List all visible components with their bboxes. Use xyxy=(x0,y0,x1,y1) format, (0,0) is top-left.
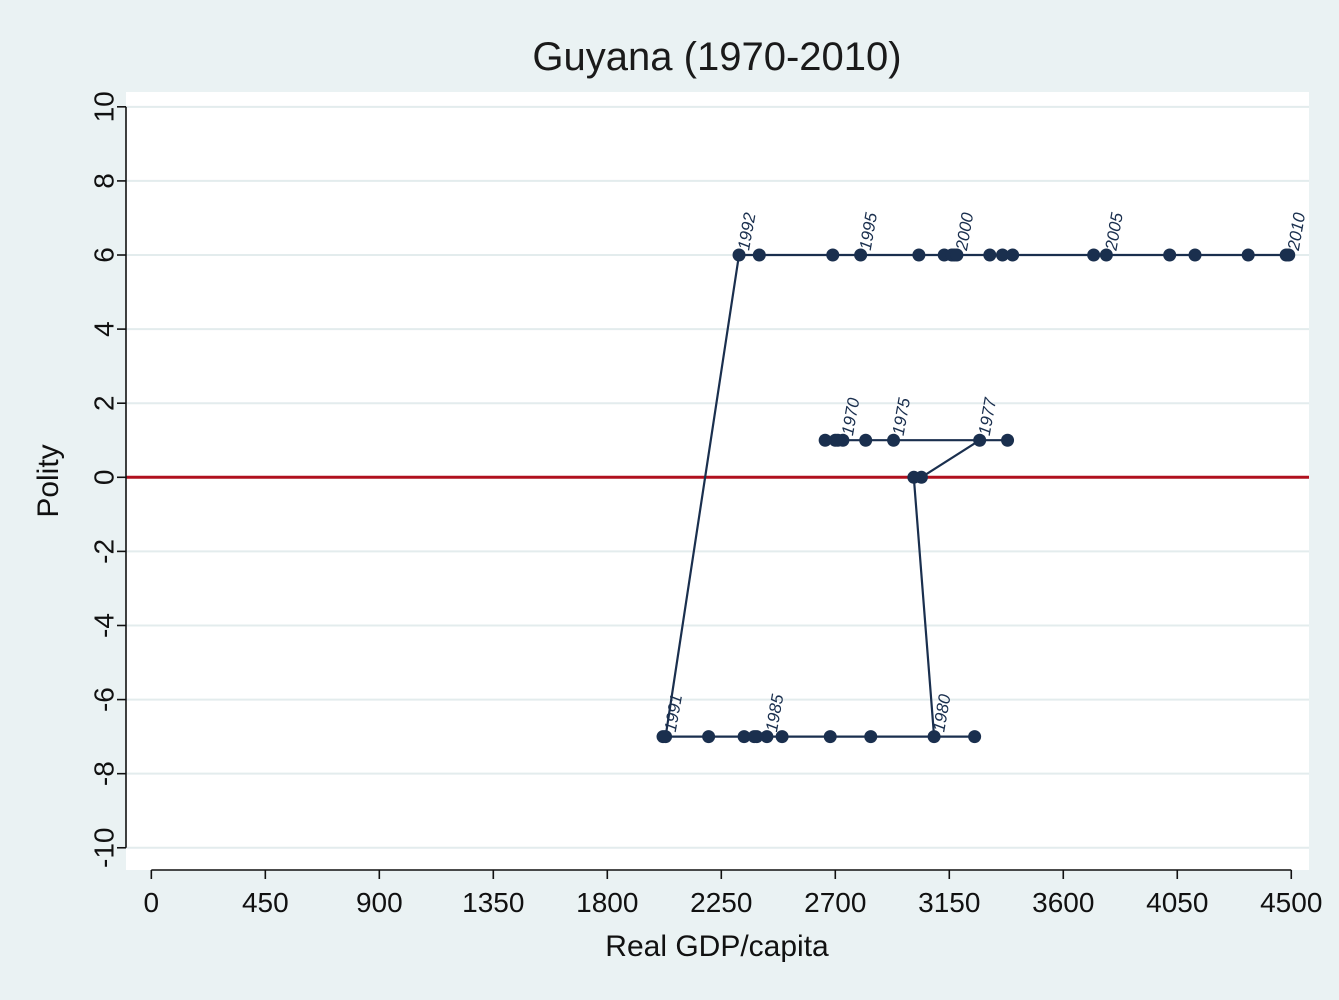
data-point xyxy=(732,248,746,262)
x-tick-label: 900 xyxy=(356,887,403,918)
data-point xyxy=(760,730,774,744)
data-point xyxy=(859,433,873,447)
data-point xyxy=(752,248,766,262)
data-point xyxy=(659,730,673,744)
x-tick-label: 4050 xyxy=(1146,887,1208,918)
data-point xyxy=(1001,433,1015,447)
x-tick-label: 2250 xyxy=(690,887,752,918)
x-tick-label: 1800 xyxy=(576,887,638,918)
y-tick-label: 6 xyxy=(89,247,120,263)
y-tick-label: 8 xyxy=(89,173,120,189)
ticks: -10 -8 -6 -4 -2 0 2 4 6 8 10 0 450 900 1350 1800 2250 270… xyxy=(89,91,1323,918)
y-tick-label: -8 xyxy=(89,761,120,786)
y-tick-label: -10 xyxy=(89,828,120,868)
x-tick-label: 0 xyxy=(144,887,160,918)
series-line xyxy=(663,253,1289,738)
data-point xyxy=(747,730,761,744)
data-point xyxy=(1188,248,1202,262)
x-tick-label: 3600 xyxy=(1032,887,1094,918)
x-tick-label: 450 xyxy=(242,887,289,918)
y-tick-label: -6 xyxy=(89,687,120,712)
gridlines xyxy=(126,105,1309,849)
data-point xyxy=(950,248,964,262)
chart-title: Guyana (1970-2010) xyxy=(532,35,901,79)
data-point xyxy=(823,730,837,744)
data-point xyxy=(995,248,1009,262)
data-point xyxy=(968,730,982,744)
data-point xyxy=(854,248,868,262)
data-point xyxy=(1006,248,1020,262)
y-tick-label: 4 xyxy=(89,321,120,337)
data-point xyxy=(887,433,901,447)
data-point xyxy=(912,248,926,262)
x-tick-label: 3150 xyxy=(918,887,980,918)
data-point xyxy=(775,730,789,744)
y-axis-title: Polity xyxy=(32,444,65,517)
plot-area xyxy=(126,92,1309,870)
data-point xyxy=(831,433,845,447)
y-tick-label: -4 xyxy=(89,613,120,638)
y-tick-label: -2 xyxy=(89,539,120,564)
y-tick-label: 10 xyxy=(89,91,120,122)
data-point xyxy=(864,730,878,744)
data-point xyxy=(1163,248,1177,262)
x-tick-label: 1350 xyxy=(462,887,524,918)
data-point xyxy=(927,730,941,744)
x-tick-label: 4500 xyxy=(1260,887,1322,918)
data-point xyxy=(818,433,832,447)
data-point xyxy=(973,433,987,447)
data-point xyxy=(907,470,921,484)
data-point xyxy=(1241,248,1255,262)
data-point xyxy=(1282,248,1296,262)
data-point xyxy=(737,730,751,744)
x-axis-title: Real GDP/capita xyxy=(605,930,829,963)
data-point xyxy=(1087,248,1101,262)
y-tick-label: 0 xyxy=(89,470,120,486)
data-point xyxy=(826,248,840,262)
y-tick-label: 2 xyxy=(89,395,120,411)
x-tick-label: 2700 xyxy=(804,887,866,918)
data-point xyxy=(1099,248,1113,262)
data-point xyxy=(702,730,716,744)
data-point xyxy=(983,248,997,262)
